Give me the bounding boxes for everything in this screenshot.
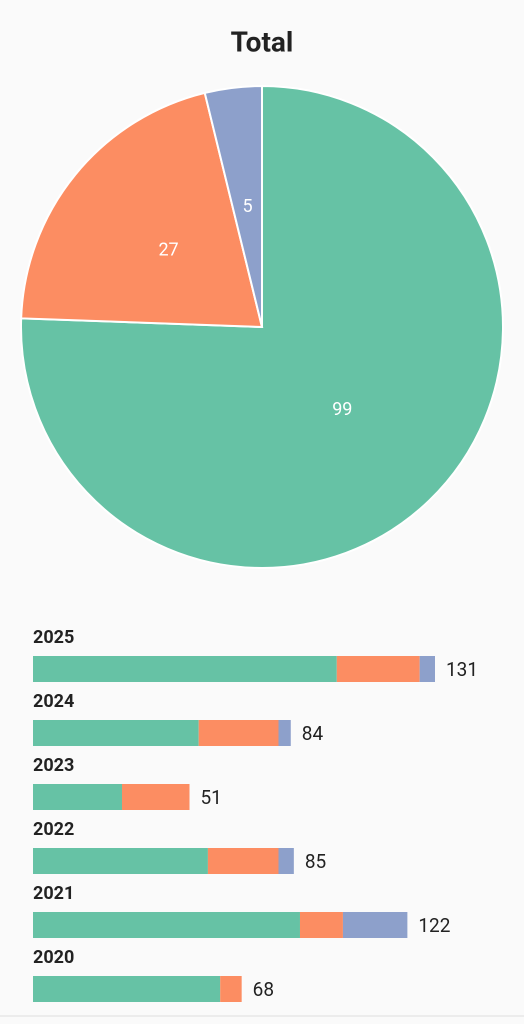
bar-segment [33,720,199,746]
year-label: 2021 [33,883,74,904]
pie-slice [203,84,263,328]
bar-segment [33,912,300,938]
total-label: 131 [446,658,478,681]
slice-label: 27 [158,240,178,261]
bar-segment [220,976,242,1002]
bar-segment [278,848,294,874]
bar-segment [336,656,420,682]
year-label: 2020 [33,947,74,968]
bar-segment [33,784,122,810]
slice-label: 5 [243,196,253,217]
year-label: 2025 [33,627,74,648]
bar-segment [33,656,337,682]
pie-slice [20,84,504,569]
bar-segment [299,912,343,938]
bar-segment [33,848,208,874]
pie-slice [20,91,264,329]
bar-segment [198,720,279,746]
bar-segment [342,912,408,938]
bar-segment [207,848,279,874]
bar-segment [121,784,190,810]
bar-segment [33,976,221,1002]
total-label: 84 [302,722,324,745]
year-label: 2023 [33,755,74,776]
year-label: 2024 [33,691,74,712]
bar-segment [419,656,435,682]
total-label: 122 [418,914,450,937]
bar-segment [278,720,291,746]
year-label: 2022 [33,819,74,840]
total-label: 85 [305,850,326,873]
total-label: 51 [201,786,222,809]
total-label: 68 [253,978,274,1001]
chart-title: Total [231,25,294,58]
slice-label: 99 [332,399,352,420]
